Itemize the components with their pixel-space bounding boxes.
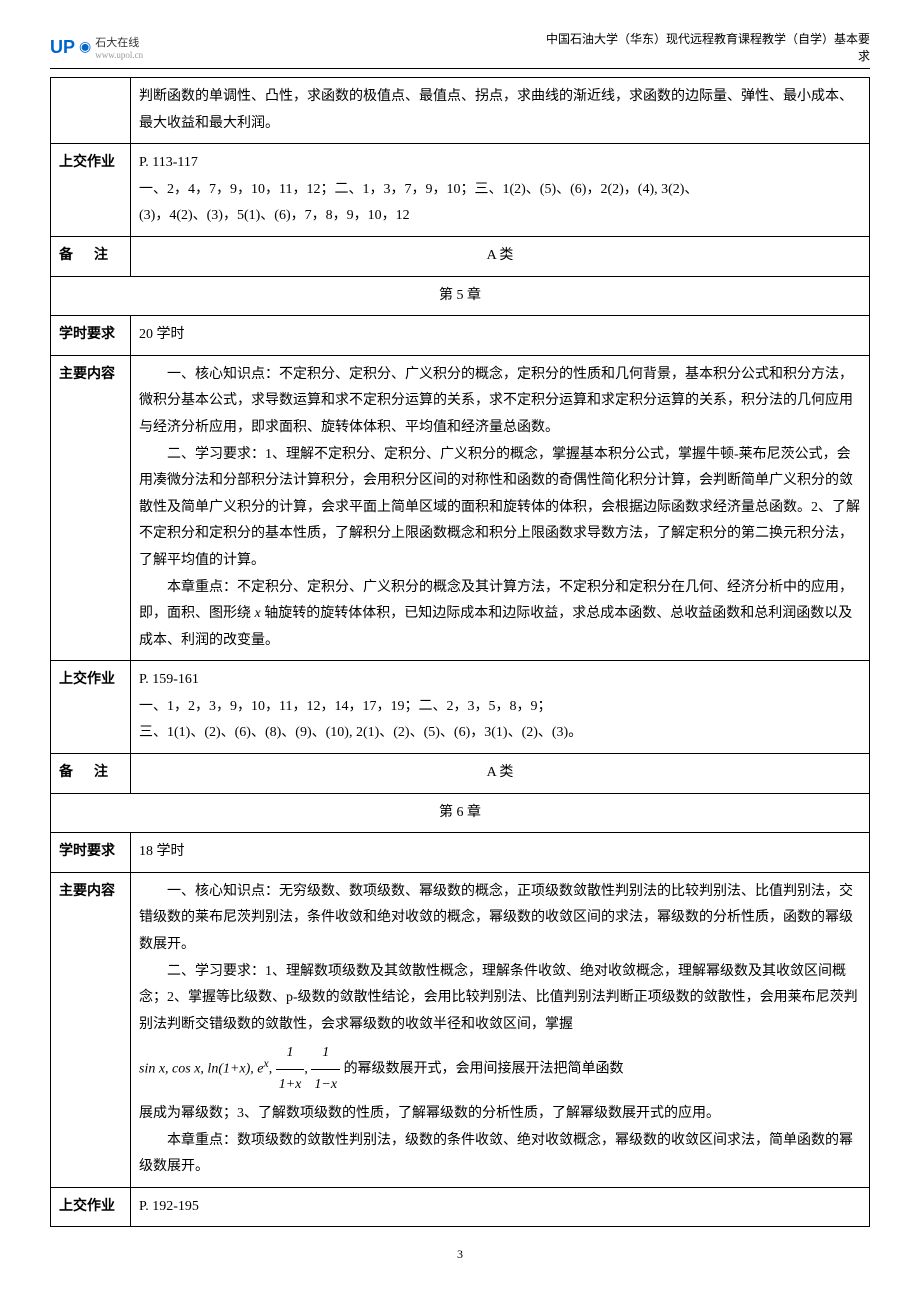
table-row: 学时要求 20 学时 — [51, 316, 870, 356]
content-line: P. 159-161 — [139, 667, 861, 694]
content-paragraph: 展成为幂级数；3、了解数项级数的性质，了解幂级数的分析性质，了解幂级数展开式的应… — [139, 1101, 861, 1128]
table-row: 学时要求 18 学时 — [51, 833, 870, 873]
content-line: 一、1，2，3，9，10，11，12，14，17，19；二、2，3，5，8，9； — [139, 694, 861, 721]
logo-tag: 石大在线 — [95, 34, 143, 50]
label-cell: 学时要求 — [51, 833, 131, 873]
label-cell: 备 注 — [51, 754, 131, 794]
header-line1: 中国石油大学（华东）现代远程教育课程教学（自学）基本要 — [546, 30, 870, 47]
header-line2: 求 — [546, 47, 870, 64]
label-cell: 上交作业 — [51, 1187, 131, 1227]
content-paragraph: 本章重点：不定积分、定积分、广义积分的概念及其计算方法，不定积分和定积分在几何、… — [139, 575, 861, 655]
header-right: 中国石油大学（华东）现代远程教育课程教学（自学）基本要 求 — [546, 30, 870, 64]
syllabus-table: 判断函数的单调性、凸性，求函数的极值点、最值点、拐点，求曲线的渐近线，求函数的边… — [50, 77, 870, 1227]
table-row: 主要内容一、核心知识点：不定积分、定积分、广义积分的概念，定积分的性质和几何背景… — [51, 355, 870, 661]
content-paragraph: 一、核心知识点：无穷级数、数项级数、幂级数的概念，正项级数敛散性判别法的比较判别… — [139, 879, 861, 959]
label-cell: 主要内容 — [51, 355, 131, 661]
table-row: 备 注A 类 — [51, 236, 870, 276]
content-cell: P. 159-161一、1，2，3，9，10，11，12，14，17，19；二、… — [131, 661, 870, 754]
content-cell: P. 192-195 — [131, 1187, 870, 1227]
logo: UP ◉ 石大在线 www.upol.cn — [50, 34, 143, 60]
label-cell: 备 注 — [51, 236, 131, 276]
page-header: UP ◉ 石大在线 www.upol.cn 中国石油大学（华东）现代远程教育课程… — [50, 30, 870, 69]
table-row: 上交作业P. 159-161一、1，2，3，9，10，11，12，14，17，1… — [51, 661, 870, 754]
table-row: 上交作业P. 113-117一、2，4，7，9，10，11，12；二、1，3，7… — [51, 144, 870, 237]
content-paragraph: 本章重点：数项级数的敛散性判别法，级数的条件收敛、绝对收敛概念，幂级数的收敛区间… — [139, 1128, 861, 1181]
content-cell: 18 学时 — [131, 833, 870, 873]
content-line: P. 192-195 — [139, 1194, 861, 1221]
content-line: 三、1(1)、(2)、(6)、(8)、(9)、(10), 2(1)、(2)、(5… — [139, 720, 861, 747]
content-paragraph: 二、学习要求：1、理解数项级数及其敛散性概念，理解条件收敛、绝对收敛概念，理解幂… — [139, 959, 861, 1039]
content-line: 一、2，4，7，9，10，11，12；二、1，3，7，9，10；三、1(2)、(… — [139, 177, 861, 204]
content-line: P. 113-117 — [139, 150, 861, 177]
label-cell: 上交作业 — [51, 661, 131, 754]
formula-line: sin x, cos x, ln(1+x), ex, 11+x, 11−x 的幂… — [139, 1038, 861, 1101]
content-cell: A 类 — [131, 236, 870, 276]
content-cell: P. 113-117一、2，4，7，9，10，11，12；二、1，3，7，9，1… — [131, 144, 870, 237]
table-row: 主要内容一、核心知识点：无穷级数、数项级数、幂级数的概念，正项级数敛散性判别法的… — [51, 872, 870, 1187]
table-row: 第 6 章 — [51, 793, 870, 833]
logo-main: UP — [50, 37, 75, 58]
content-paragraph: 一、核心知识点：不定积分、定积分、广义积分的概念，定积分的性质和几何背景，基本积… — [139, 362, 861, 442]
content-line: (3)，4(2)、(3)，5(1)、(6)，7，8，9，10，12 — [139, 203, 861, 230]
label-cell: 学时要求 — [51, 316, 131, 356]
label-cell-empty — [51, 78, 131, 144]
content-cell: 20 学时 — [131, 316, 870, 356]
content-cell: 一、核心知识点：不定积分、定积分、广义积分的概念，定积分的性质和几何背景，基本积… — [131, 355, 870, 661]
content-cell: 判断函数的单调性、凸性，求函数的极值点、最值点、拐点，求曲线的渐近线，求函数的边… — [131, 78, 870, 144]
chapter-cell: 第 6 章 — [51, 793, 870, 833]
chapter-cell: 第 5 章 — [51, 276, 870, 316]
content-paragraph: 二、学习要求：1、理解不定积分、定积分、广义积分的概念，掌握基本积分公式，掌握牛… — [139, 442, 861, 575]
table-row: 备 注A 类 — [51, 754, 870, 794]
content-line: 20 学时 — [139, 322, 861, 349]
content-line: 18 学时 — [139, 839, 861, 866]
page-number: 3 — [50, 1247, 870, 1262]
logo-divider: ◉ — [79, 39, 91, 56]
label-cell: 上交作业 — [51, 144, 131, 237]
logo-url: www.upol.cn — [95, 50, 143, 60]
content-cell: A 类 — [131, 754, 870, 794]
table-row: 第 5 章 — [51, 276, 870, 316]
content-cell: 一、核心知识点：无穷级数、数项级数、幂级数的概念，正项级数敛散性判别法的比较判别… — [131, 872, 870, 1187]
label-cell: 主要内容 — [51, 872, 131, 1187]
table-row: 判断函数的单调性、凸性，求函数的极值点、最值点、拐点，求曲线的渐近线，求函数的边… — [51, 78, 870, 144]
table-row: 上交作业 P. 192-195 — [51, 1187, 870, 1227]
